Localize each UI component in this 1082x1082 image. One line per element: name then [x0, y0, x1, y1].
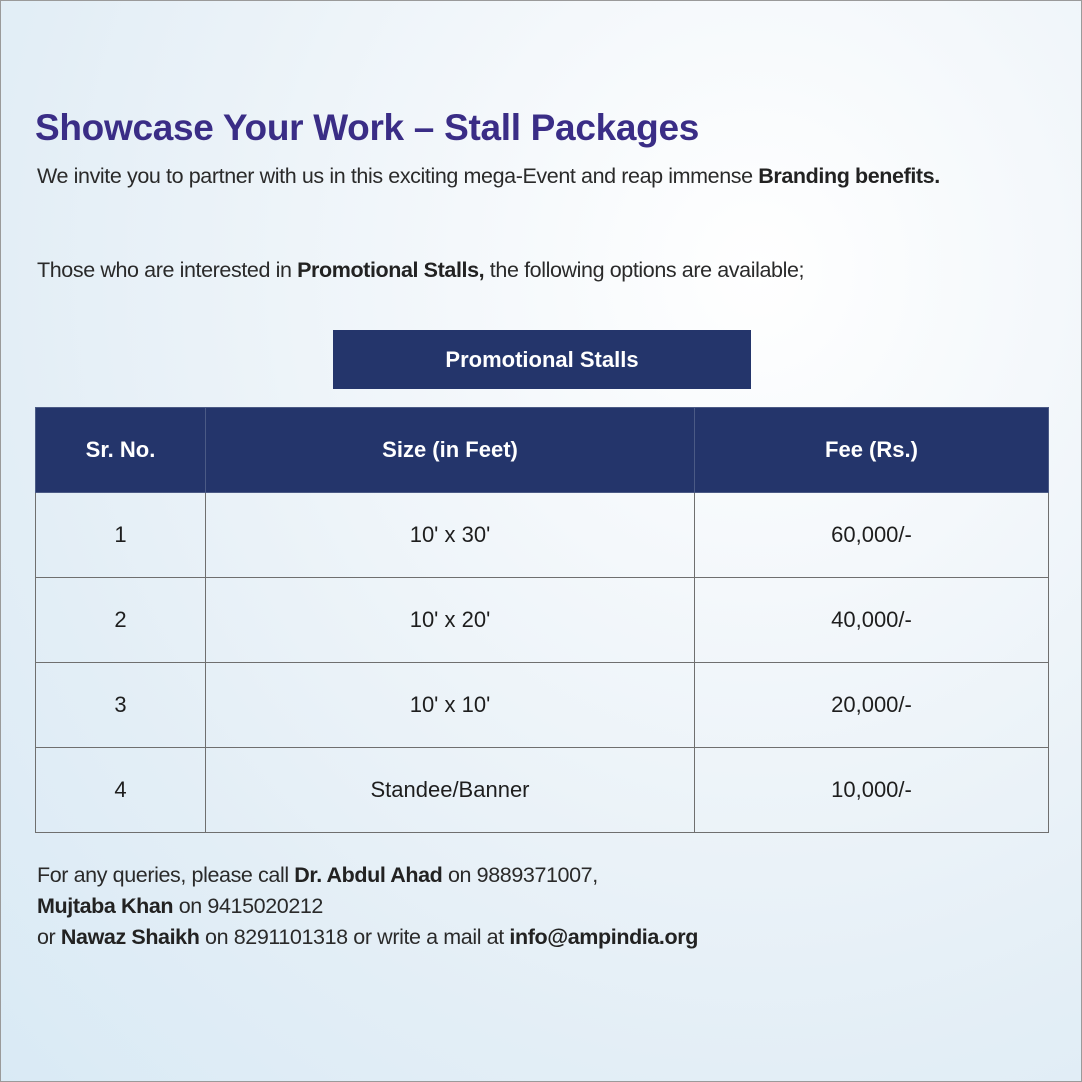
- cell-sr-no: 3: [35, 662, 206, 748]
- header-sr-no: Sr. No.: [35, 407, 206, 493]
- table-header-row: Sr. No. Size (in Feet) Fee (Rs.): [35, 407, 1049, 493]
- header-fee: Fee (Rs.): [694, 407, 1049, 493]
- cell-fee: 20,000/-: [694, 662, 1049, 748]
- cell-size: 10' x 10': [205, 662, 695, 748]
- cell-fee: 60,000/-: [694, 492, 1049, 578]
- cell-sr-no: 2: [35, 577, 206, 663]
- table-caption: Promotional Stalls: [333, 330, 751, 389]
- cell-size: 10' x 30': [205, 492, 695, 578]
- bold-text: Promotional Stalls,: [297, 258, 485, 282]
- cell-size: 10' x 20': [205, 577, 695, 663]
- text-segment: Those who are interested in: [37, 258, 298, 282]
- text-segment: or: [37, 925, 61, 949]
- cell-sr-no: 1: [35, 492, 206, 578]
- bold-text: Nawaz Shaikh: [60, 925, 200, 949]
- contact-line: Mujtaba Khan on 9415020212: [37, 891, 1037, 922]
- text-segment: We invite you to partner with us in this…: [37, 164, 759, 188]
- bold-text: info@ampindia.org: [509, 925, 698, 949]
- page-title: Showcase Your Work – Stall Packages: [35, 107, 700, 148]
- table-row: 3 10' x 10' 20,000/-: [35, 662, 1049, 748]
- cell-size: Standee/Banner: [205, 747, 695, 833]
- text-segment: the following options are available;: [484, 258, 805, 282]
- contact-line: For any queries, please call Dr. Abdul A…: [37, 860, 1037, 891]
- header-size: Size (in Feet): [205, 407, 695, 493]
- bold-text: Branding benefits.: [758, 164, 940, 188]
- table-row: 1 10' x 30' 60,000/-: [35, 492, 1049, 578]
- table-row: 2 10' x 20' 40,000/-: [35, 577, 1049, 663]
- text-segment: on 9415020212: [173, 894, 324, 918]
- text-segment: For any queries, please call: [37, 863, 295, 887]
- cell-sr-no: 4: [35, 747, 206, 833]
- cell-fee: 10,000/-: [694, 747, 1049, 833]
- bold-text: Mujtaba Khan: [37, 894, 174, 918]
- intro-text: We invite you to partner with us in this…: [37, 161, 987, 192]
- contact-line: or Nawaz Shaikh on 8291101318 or write a…: [37, 922, 1037, 953]
- bold-text: Dr. Abdul Ahad: [294, 863, 443, 887]
- text-segment: on 9889371007,: [442, 863, 598, 887]
- table-row: 4 Standee/Banner 10,000/-: [35, 747, 1049, 833]
- interest-text: Those who are interested in Promotional …: [37, 255, 1037, 286]
- contact-info: For any queries, please call Dr. Abdul A…: [37, 860, 1037, 953]
- text-segment: on 8291101318 or write a mail at: [199, 925, 510, 949]
- stall-table: Sr. No. Size (in Feet) Fee (Rs.) 1 10' x …: [35, 407, 1049, 833]
- cell-fee: 40,000/-: [694, 577, 1049, 663]
